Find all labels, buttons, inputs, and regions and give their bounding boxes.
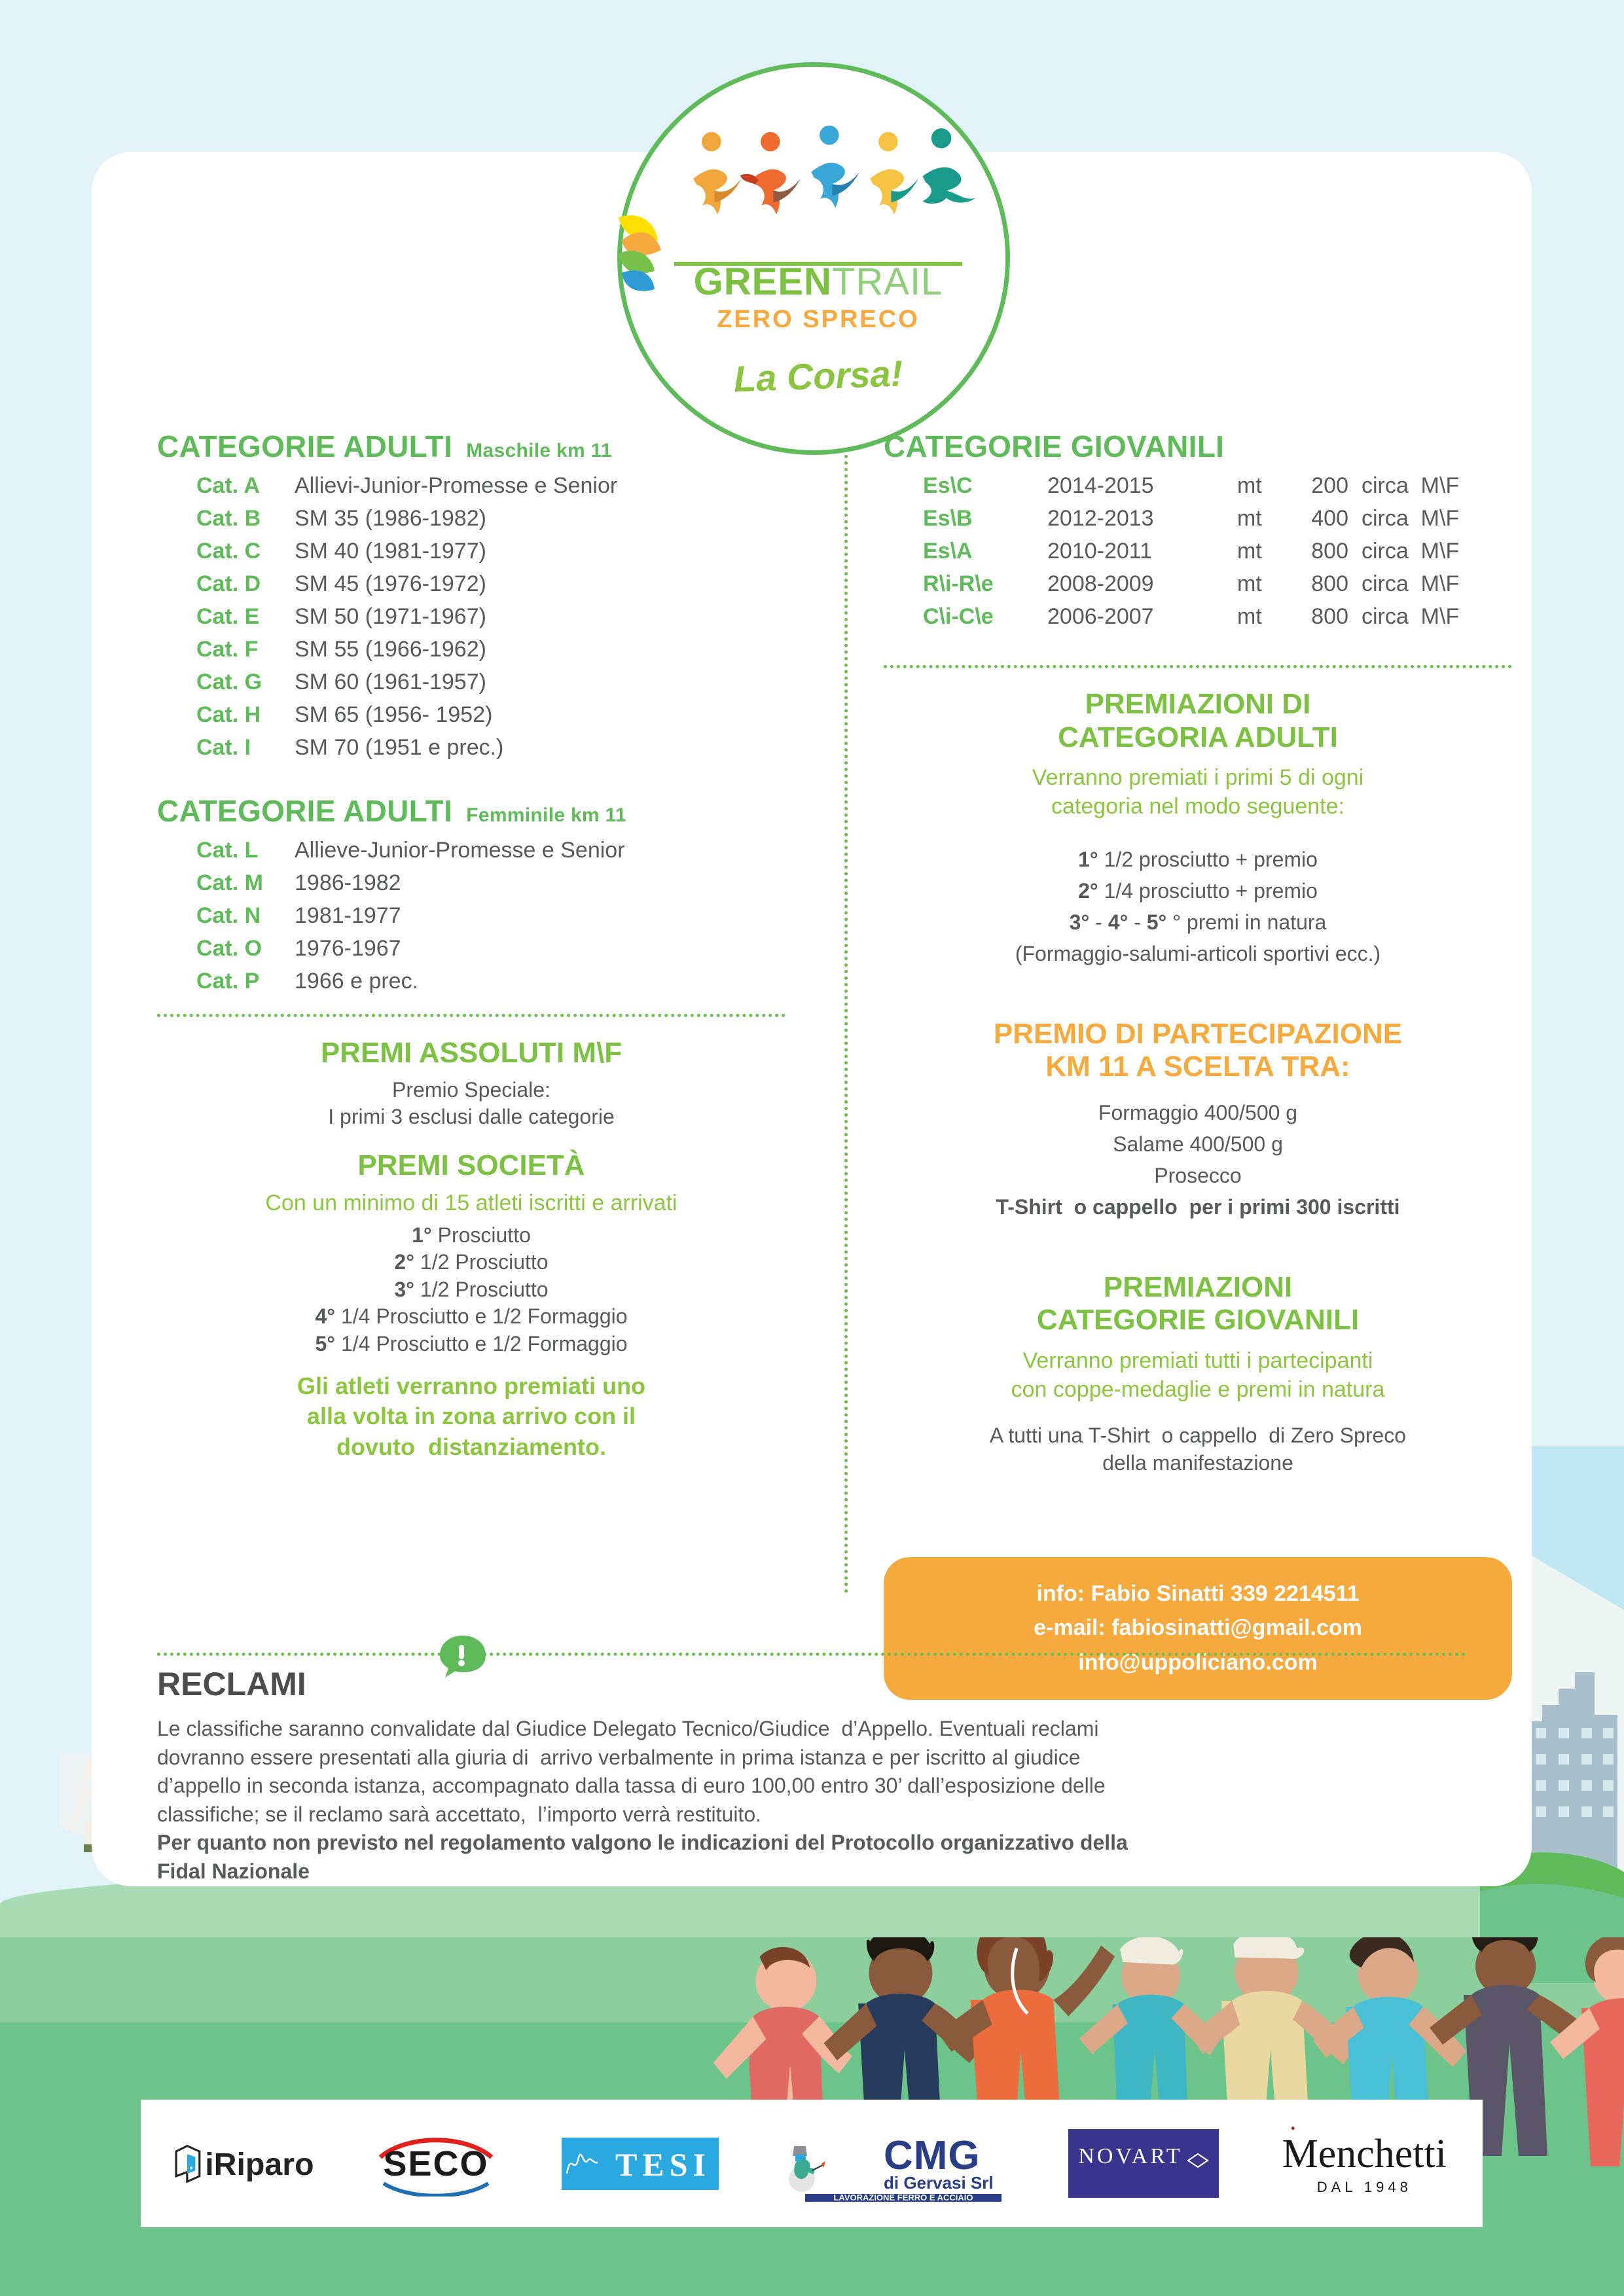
svg-text:NOVART: NOVART [1078, 2144, 1182, 2168]
svg-text:CMG: CMG [884, 2133, 981, 2178]
svg-text:di Gervasi Srl: di Gervasi Srl [884, 2173, 994, 2193]
svg-text:TESI: TESI [615, 2146, 711, 2183]
svg-text:SECO: SECO [384, 2144, 489, 2183]
svg-text:LAVORAZIONE FERRO E ACCIAIO: LAVORAZIONE FERRO E ACCIAIO [833, 2193, 973, 2202]
